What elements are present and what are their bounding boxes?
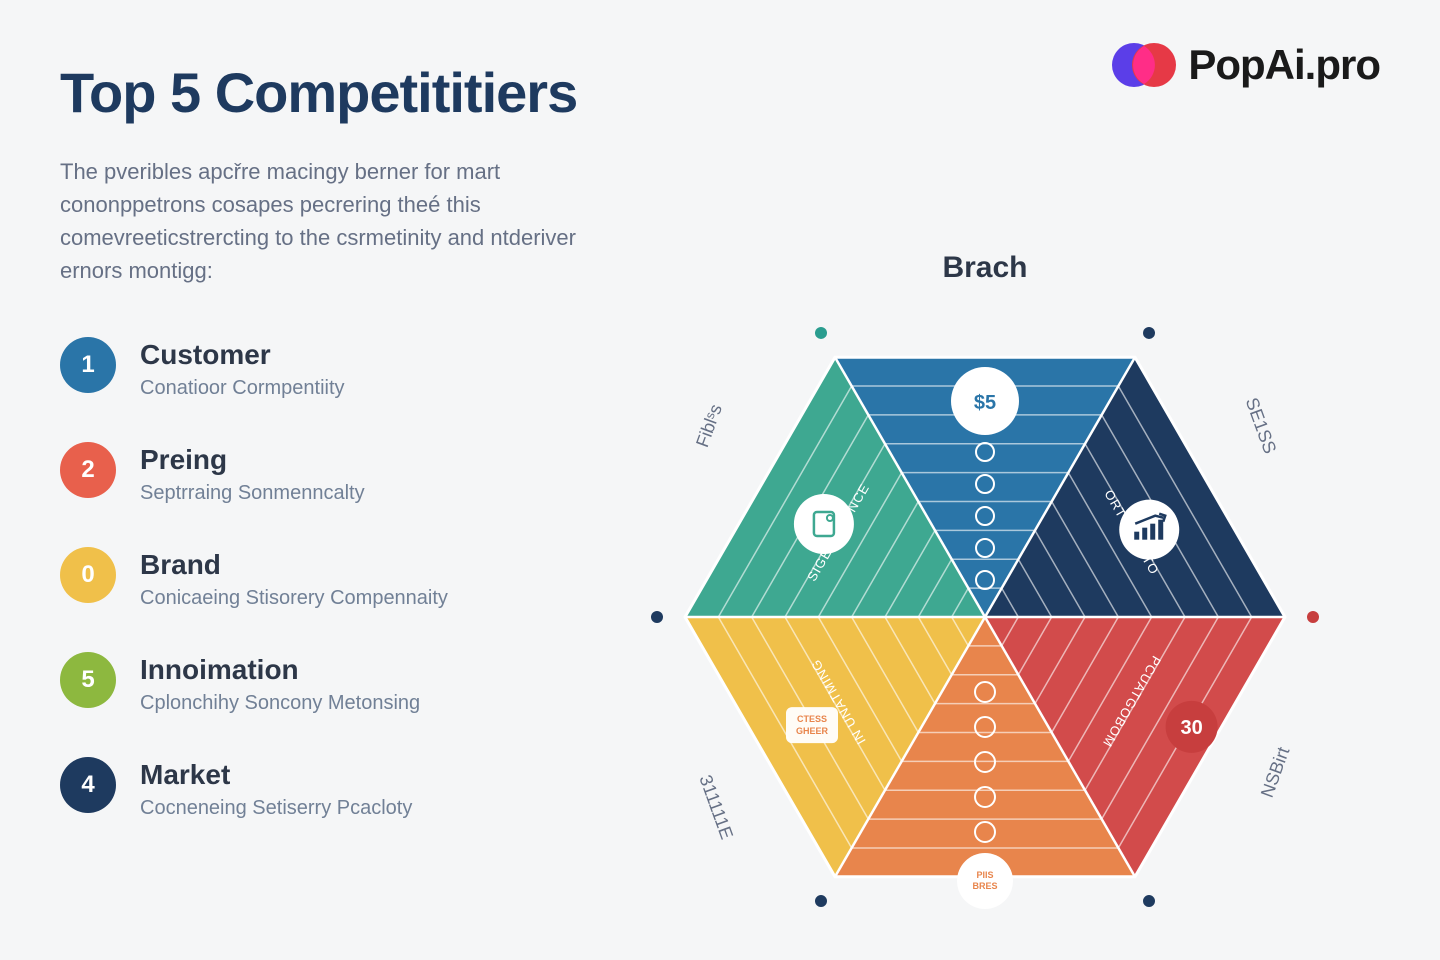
svg-text:BRES: BRES — [972, 881, 997, 891]
list-badge: 5 — [60, 652, 116, 708]
list-item: 4 Market Cocneneing Setiserry Pcacloty — [60, 757, 540, 820]
svg-text:$5: $5 — [974, 392, 996, 414]
list-item: 1 Customer Conatioor Cormpentiity — [60, 337, 540, 400]
svg-text:Fiblˢs: Fiblˢs — [692, 402, 726, 450]
svg-text:30: 30 — [1180, 717, 1202, 739]
svg-text:Brach: Brach — [942, 251, 1027, 284]
hexagon-chart: ORTCEDRITOPCUATGOBOMIN UNATMINGSIGETS OU… — [580, 217, 1390, 937]
list-item-title: Preing — [140, 444, 365, 476]
list-item-title: Innoimation — [140, 654, 420, 686]
list-item-subtitle: Conatioor Cormpentiity — [140, 377, 345, 400]
brand-logo: PopAi.pro — [1112, 40, 1380, 90]
svg-text:GHEER: GHEER — [796, 726, 829, 736]
list-badge: 0 — [60, 547, 116, 603]
list-item-title: Customer — [140, 339, 345, 371]
svg-text:PIIS: PIIS — [976, 870, 993, 880]
competitor-list: 1 Customer Conatioor Cormpentiity 2 Prei… — [60, 337, 540, 937]
svg-text:SE1SS: SE1SS — [1242, 395, 1281, 456]
list-item-subtitle: Cplonchihy Soncony Metonsing — [140, 692, 420, 715]
list-badge: 2 — [60, 442, 116, 498]
list-item-subtitle: Conicaeing Stisorery Compennaity — [140, 587, 448, 610]
logo-mark-icon — [1112, 40, 1176, 90]
svg-text:CTESS: CTESS — [797, 714, 827, 724]
logo-text: PopAi.pro — [1188, 41, 1380, 89]
svg-text:NSBirt: NSBirt — [1257, 744, 1294, 800]
page-description: The pveribles apcřre macingy berner for … — [60, 155, 640, 287]
svg-text:311111E: 311111E — [695, 772, 737, 842]
list-badge: 1 — [60, 337, 116, 393]
list-item-title: Market — [140, 759, 412, 791]
list-item-title: Brand — [140, 549, 448, 581]
list-item-subtitle: Cocneneing Setiserry Pcacloty — [140, 797, 412, 820]
list-item: 0 Brand Conicaeing Stisorery Compennaity — [60, 547, 540, 610]
list-item: 2 Preing Septrraing Sonmenncalty — [60, 442, 540, 505]
list-badge: 4 — [60, 757, 116, 813]
list-item-subtitle: Septrraing Sonmenncalty — [140, 482, 365, 505]
list-item: 5 Innoimation Cplonchihy Soncony Metonsi… — [60, 652, 540, 715]
